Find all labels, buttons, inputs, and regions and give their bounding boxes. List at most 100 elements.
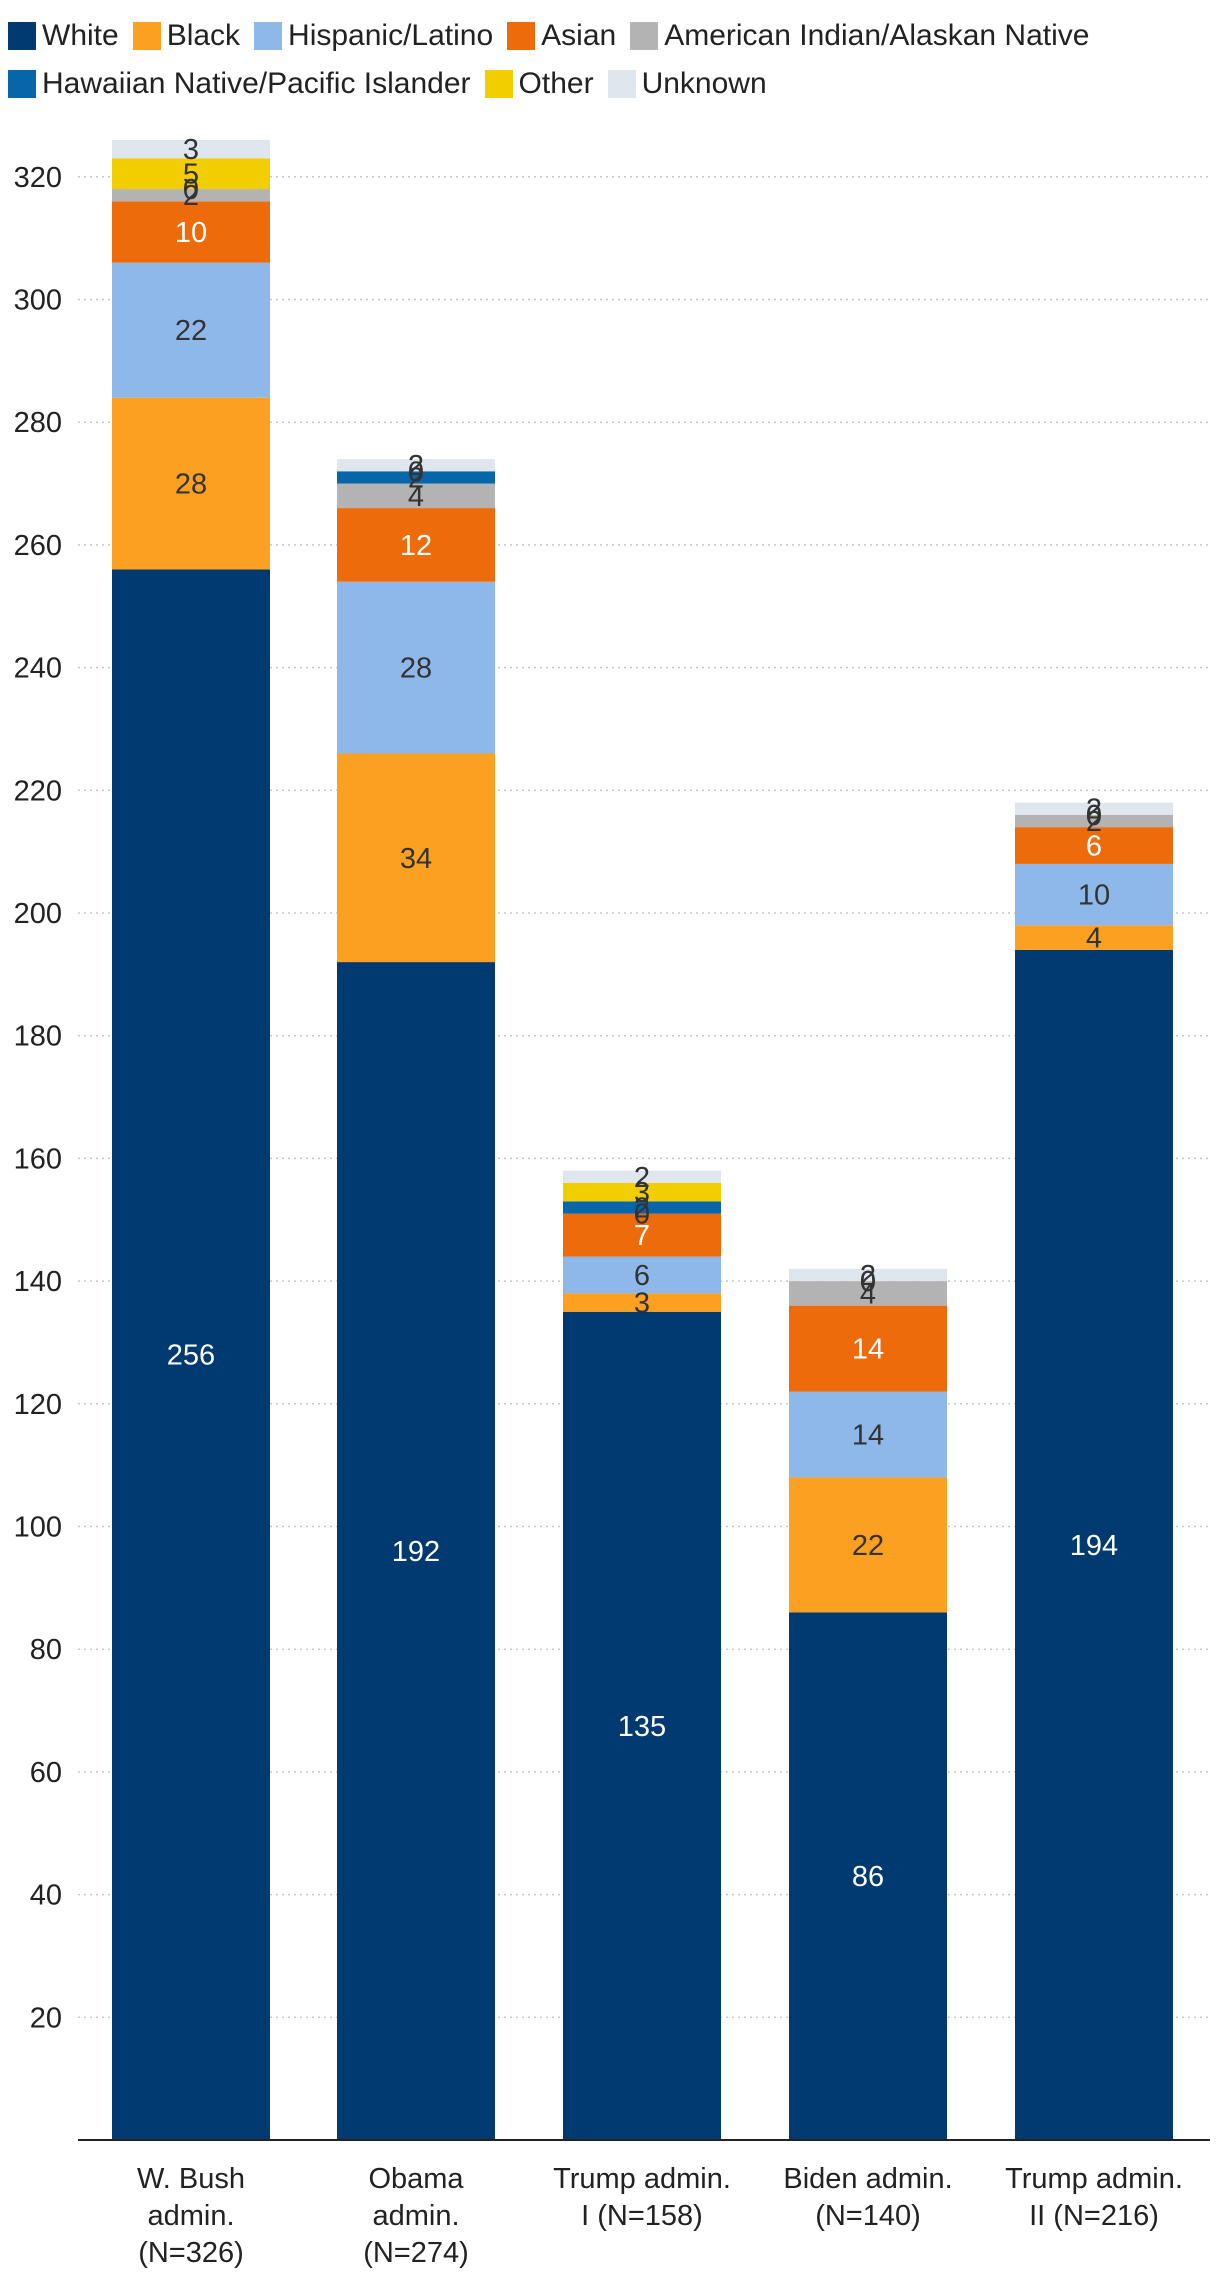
data-label-asian: 12	[400, 530, 432, 562]
bar-segment-asian	[789, 1305, 947, 1392]
legend-swatch	[607, 70, 636, 98]
bar-segment-other	[112, 158, 270, 190]
y-tick-label: 160	[14, 1143, 62, 1175]
y-tick-label: 200	[14, 898, 62, 930]
data-label-asian: 14	[852, 1334, 884, 1366]
bar-segment-american-indian-alaskan-native	[112, 189, 270, 202]
bar-segment-black	[337, 753, 495, 963]
legend-swatch	[507, 22, 536, 50]
bar-segment-american-indian-alaskan-native	[1015, 814, 1173, 828]
legend-label: Black	[166, 19, 241, 52]
legend-label: Hispanic/Latino	[288, 19, 494, 52]
y-tick-label: 260	[14, 530, 62, 562]
data-label-white: 86	[852, 1861, 884, 1893]
bar-segment-black	[789, 1477, 947, 1613]
data-label-american-indian-alaskan-native: 0	[634, 1199, 650, 1231]
chart-legend: White Black Hispanic/Latino Asian American I…	[8, 12, 1208, 108]
legend-item-hawaiian-native-pacific-islander: Hawaiian Native/Pacific Islander	[8, 67, 471, 101]
legend-swatch	[8, 22, 36, 50]
data-label-black: 28	[175, 469, 207, 501]
bar-segment-asian	[1015, 827, 1173, 864]
y-tick-label: 100	[14, 1512, 62, 1544]
bar-segment-other	[563, 1182, 721, 1202]
bar-segment-unknown	[789, 1268, 947, 1282]
bar-segment-hispanic-latino	[337, 581, 495, 754]
data-label-white: 256	[167, 1340, 215, 1372]
data-label-unknown: 2	[1086, 794, 1102, 826]
legend-label: Other	[518, 67, 594, 100]
data-label-other: 0	[408, 456, 424, 488]
y-tick-label: 240	[14, 653, 62, 685]
y-tick-label: 80	[30, 1634, 62, 1666]
legend-label: American Indian/Alaskan Native	[664, 19, 1090, 52]
legend-swatch	[132, 22, 161, 50]
bar-segment-black	[563, 1293, 721, 1312]
legend-item-black: Black	[132, 19, 241, 53]
y-tick-label: 180	[14, 1021, 62, 1053]
bar-segment-unknown	[1015, 802, 1173, 815]
data-label-hawaiian-native-pacific-islander: 0	[860, 1266, 876, 1298]
data-label-hispanic-latino: 22	[175, 315, 207, 347]
legend-swatch	[254, 22, 283, 50]
bar-segment-white	[112, 569, 270, 2141]
data-label-hawaiian-native-pacific-islander: 2	[408, 462, 424, 494]
bar-segment-american-indian-alaskan-native	[789, 1281, 947, 1306]
legend-swatch	[630, 22, 659, 50]
legend-label: Unknown	[641, 67, 767, 100]
data-label-unknown: 2	[408, 450, 424, 482]
legend-swatch	[8, 70, 36, 98]
data-label-unknown: 2	[634, 1162, 650, 1194]
legend-label: White	[42, 19, 119, 52]
legend-swatch	[484, 70, 513, 98]
x-category-label: Obama admin. (N=274)	[363, 2163, 469, 2269]
data-label-asian: 10	[175, 217, 207, 249]
data-label-black: 22	[852, 1530, 884, 1562]
y-tick-label: 300	[14, 285, 62, 317]
data-label-unknown: 3	[183, 134, 199, 166]
bar-segment-hispanic-latino	[789, 1391, 947, 1478]
data-label-asian: 6	[1086, 831, 1102, 863]
data-label-american-indian-alaskan-native: 2	[1086, 806, 1102, 838]
y-tick-label: 60	[30, 1757, 62, 1789]
bar-segment-hawaiian-native-pacific-islander	[563, 1201, 721, 1214]
bar-segment-white	[1015, 949, 1173, 2140]
legend-row: White Black Hispanic/Latino Asian American I…	[8, 12, 1208, 60]
bar-segment-hispanic-latino	[112, 262, 270, 398]
bar-segment-white	[337, 962, 495, 2140]
data-label-hispanic-latino: 10	[1078, 880, 1110, 912]
data-label-asian: 7	[634, 1220, 650, 1252]
bar-segment-unknown	[337, 459, 495, 472]
data-label-hawaiian-native-pacific-islander: 2	[634, 1192, 650, 1224]
x-category-label: Trump admin. II (N=216)	[1005, 2163, 1183, 2232]
bar-segment-asian	[563, 1213, 721, 1257]
data-label-other: 3	[634, 1177, 650, 1209]
y-tick-label: 280	[14, 407, 62, 439]
data-label-other: 0	[860, 1266, 876, 1298]
bar-segment-black	[112, 397, 270, 570]
data-label-other: 5	[183, 159, 199, 191]
x-category-label: Biden admin. (N=140)	[783, 2163, 952, 2232]
bar-segment-white	[789, 1612, 947, 2140]
y-tick-label: 120	[14, 1389, 62, 1421]
data-label-other: 0	[1086, 800, 1102, 832]
data-label-white: 194	[1070, 1530, 1118, 1562]
y-tick-label: 20	[30, 2002, 62, 2034]
legend-item-white: White	[8, 19, 119, 53]
data-label-white: 135	[618, 1711, 666, 1743]
data-label-unknown: 2	[860, 1260, 876, 1292]
bar-segment-white	[563, 1311, 721, 2140]
data-label-white: 192	[392, 1536, 440, 1568]
x-category-label: W. Bush admin. (N=326)	[137, 2163, 245, 2269]
y-tick-label: 140	[14, 1266, 62, 1298]
data-label-american-indian-alaskan-native: 4	[860, 1278, 876, 1310]
legend-label: Asian	[541, 19, 617, 52]
data-label-black: 3	[634, 1288, 650, 1320]
data-label-hispanic-latino: 6	[634, 1260, 650, 1292]
legend-row: Hawaiian Native/Pacific Islander Other Unk…	[8, 60, 1208, 108]
data-label-hispanic-latino: 14	[852, 1419, 884, 1451]
bar-segment-unknown	[563, 1170, 721, 1183]
x-category-label: Trump admin. I (N=158)	[553, 2163, 731, 2232]
axes: 2040608010012014016018020022024026028030…	[14, 162, 1210, 2269]
bar-segment-asian	[337, 508, 495, 582]
